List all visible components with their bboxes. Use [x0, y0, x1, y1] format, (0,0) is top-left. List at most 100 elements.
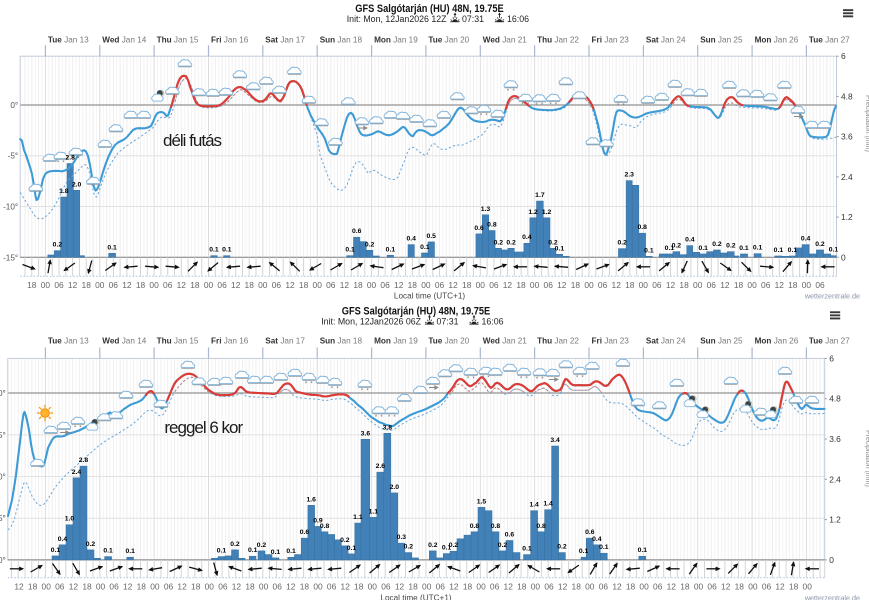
svg-text:0.5: 0.5	[426, 233, 436, 240]
svg-text:0.2: 0.2	[712, 241, 722, 248]
svg-text:-10°: -10°	[0, 473, 6, 482]
svg-text:0.1: 0.1	[217, 548, 227, 555]
svg-text:0.4: 0.4	[58, 536, 68, 543]
svg-text:0.1: 0.1	[386, 246, 396, 253]
svg-text:12: 12	[231, 280, 241, 290]
svg-text:06: 06	[707, 582, 717, 592]
svg-text:00: 00	[313, 582, 323, 592]
svg-text:06: 06	[436, 582, 446, 592]
svg-text:wetterzentrale.de: wetterzentrale.de	[804, 594, 860, 601]
svg-text:06: 06	[652, 280, 662, 290]
svg-text:3.8: 3.8	[383, 424, 393, 431]
svg-text:0.6: 0.6	[474, 225, 484, 232]
svg-text:0.2: 0.2	[53, 242, 63, 249]
svg-text:12: 12	[395, 582, 405, 592]
svg-text:1.0: 1.0	[65, 516, 75, 523]
svg-text:18: 18	[679, 280, 689, 290]
svg-text:06: 06	[326, 280, 336, 290]
svg-text:18: 18	[626, 582, 636, 592]
svg-text:Sun Jan 25: Sun Jan 25	[700, 36, 743, 45]
svg-text:déli futás: déli futás	[163, 131, 222, 150]
svg-text:Sun Jan 18: Sun Jan 18	[320, 337, 363, 346]
svg-text:12: 12	[286, 582, 296, 592]
svg-text:16:06: 16:06	[482, 317, 504, 327]
svg-text:18: 18	[517, 582, 527, 592]
svg-text:Init: Mon, 12Jan2026 06Z: Init: Mon, 12Jan2026 06Z	[321, 317, 421, 327]
svg-text:*: *	[62, 161, 65, 167]
svg-text:06: 06	[109, 280, 119, 290]
svg-text:1.2: 1.2	[542, 209, 552, 216]
svg-text:0.2: 0.2	[672, 243, 682, 250]
svg-text:18: 18	[82, 582, 92, 592]
svg-text:06: 06	[381, 582, 391, 592]
svg-text:Wed Jan 21: Wed Jan 21	[483, 337, 527, 346]
svg-text:00: 00	[42, 582, 52, 592]
svg-text:0.2: 0.2	[449, 542, 459, 549]
svg-text:0.1: 0.1	[420, 244, 430, 251]
svg-text:2.8: 2.8	[79, 457, 89, 464]
svg-text:00: 00	[205, 582, 215, 592]
svg-text:3.6: 3.6	[841, 132, 853, 142]
svg-text:06: 06	[435, 280, 445, 290]
svg-text:0.1: 0.1	[829, 247, 839, 254]
svg-text:0.1: 0.1	[774, 247, 784, 254]
svg-text:-15°: -15°	[3, 253, 18, 262]
svg-text:0.1: 0.1	[788, 247, 798, 254]
svg-text:Tue Jan 20: Tue Jan 20	[428, 337, 469, 346]
svg-text:00: 00	[694, 582, 704, 592]
svg-text:18: 18	[299, 280, 309, 290]
svg-text:*: *	[541, 377, 544, 383]
svg-text:06: 06	[489, 280, 499, 290]
svg-text:00: 00	[639, 280, 649, 290]
svg-text:06: 06	[653, 582, 663, 592]
svg-text:0.6: 0.6	[352, 228, 362, 235]
svg-text:12: 12	[612, 280, 622, 290]
svg-text:0.4: 0.4	[406, 236, 416, 243]
svg-text:0.2: 0.2	[557, 544, 567, 551]
svg-text:3.6: 3.6	[829, 434, 841, 444]
svg-text:1.1: 1.1	[353, 514, 363, 521]
svg-text:*: *	[472, 377, 475, 383]
svg-text:Thu Jan 15: Thu Jan 15	[157, 36, 199, 45]
svg-text:0.2: 0.2	[498, 542, 508, 549]
svg-text:0.1: 0.1	[599, 544, 609, 551]
svg-text:06: 06	[217, 280, 227, 290]
svg-text:1.7: 1.7	[535, 192, 545, 199]
svg-text:0.1: 0.1	[125, 548, 135, 555]
svg-text:16:06: 16:06	[507, 14, 529, 24]
svg-text:0.2: 0.2	[428, 542, 438, 549]
svg-text:0.4: 0.4	[592, 536, 602, 543]
svg-text:0.8: 0.8	[320, 523, 330, 530]
svg-text:00: 00	[531, 582, 541, 592]
svg-text:*: *	[507, 89, 510, 95]
svg-text:*: *	[512, 89, 515, 95]
svg-text:18: 18	[300, 582, 310, 592]
svg-text:0.1: 0.1	[345, 247, 355, 254]
svg-text:12: 12	[775, 280, 785, 290]
svg-text:0.2: 0.2	[340, 537, 350, 544]
svg-text:0.1: 0.1	[222, 247, 232, 254]
svg-text:Sat Jan 17: Sat Jan 17	[265, 36, 305, 45]
svg-text:00: 00	[41, 280, 51, 290]
svg-text:18: 18	[789, 582, 799, 592]
svg-text:1.2: 1.2	[528, 209, 538, 216]
svg-text:Sat Jan 24: Sat Jan 24	[646, 337, 686, 346]
svg-text:Fri Jan 16: Fri Jan 16	[211, 36, 249, 45]
svg-text:1.8: 1.8	[59, 188, 69, 195]
svg-text:*: *	[380, 415, 383, 421]
svg-text:18: 18	[27, 280, 37, 290]
svg-text:06: 06	[599, 582, 609, 592]
svg-text:1.2: 1.2	[829, 515, 841, 525]
svg-text:12: 12	[340, 280, 350, 290]
svg-text:Sun Jan 25: Sun Jan 25	[700, 337, 743, 346]
svg-text:Fri Jan 23: Fri Jan 23	[592, 36, 630, 45]
svg-text:12: 12	[557, 280, 567, 290]
svg-text:Sun Jan 18: Sun Jan 18	[320, 36, 363, 45]
svg-text:0.2: 0.2	[726, 243, 736, 250]
svg-text:*: *	[480, 114, 483, 120]
svg-text:00: 00	[368, 582, 378, 592]
svg-text:00: 00	[313, 280, 323, 290]
svg-text:Local time (UTC+1): Local time (UTC+1)	[394, 292, 465, 301]
svg-text:*: *	[541, 103, 544, 109]
svg-text:0.2: 0.2	[86, 541, 96, 548]
